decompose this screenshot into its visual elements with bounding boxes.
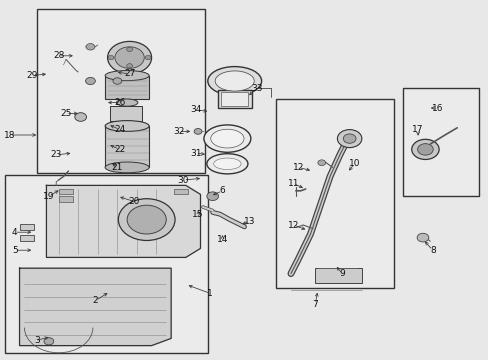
Text: 9: 9 [339, 269, 345, 278]
Text: 19: 19 [43, 192, 55, 201]
Bar [217, 90, 251, 108]
Circle shape [44, 338, 54, 345]
Text: 29: 29 [26, 71, 38, 80]
Ellipse shape [215, 71, 254, 91]
Text: 30: 30 [177, 176, 189, 185]
Circle shape [206, 192, 218, 201]
Circle shape [127, 205, 166, 234]
Circle shape [75, 113, 86, 121]
Text: 3: 3 [34, 336, 40, 345]
Circle shape [86, 44, 95, 50]
FancyBboxPatch shape [276, 99, 393, 288]
Circle shape [411, 139, 438, 159]
Text: 34: 34 [189, 105, 201, 114]
Circle shape [115, 47, 144, 68]
Bar [59, 196, 73, 202]
Circle shape [145, 55, 151, 60]
Ellipse shape [207, 67, 261, 95]
Circle shape [194, 129, 202, 134]
Text: 32: 32 [172, 127, 184, 136]
Polygon shape [20, 268, 171, 346]
Bar [20, 224, 34, 230]
Text: 26: 26 [114, 98, 125, 107]
FancyBboxPatch shape [5, 175, 207, 353]
Circle shape [417, 144, 432, 155]
FancyBboxPatch shape [403, 88, 478, 196]
Text: 8: 8 [429, 246, 435, 255]
Ellipse shape [116, 99, 138, 106]
Text: 10: 10 [348, 159, 360, 168]
Text: 20: 20 [128, 197, 140, 206]
Circle shape [85, 77, 95, 85]
Text: 31: 31 [189, 149, 201, 158]
Text: 28: 28 [53, 51, 64, 60]
Circle shape [317, 160, 325, 166]
Text: 2: 2 [92, 296, 98, 305]
Text: 5: 5 [12, 246, 18, 255]
Text: 4: 4 [12, 228, 18, 237]
Text: 1: 1 [207, 289, 213, 298]
Text: 14: 14 [216, 235, 228, 244]
Circle shape [118, 199, 175, 240]
Text: 7: 7 [312, 300, 318, 309]
Text: 24: 24 [114, 125, 125, 134]
Ellipse shape [203, 125, 250, 152]
Bar [173, 189, 188, 194]
Text: 21: 21 [111, 163, 123, 172]
Text: 22: 22 [114, 145, 125, 154]
Text: 12: 12 [287, 220, 299, 230]
Ellipse shape [105, 162, 149, 173]
Text: 33: 33 [250, 84, 262, 93]
Ellipse shape [206, 154, 247, 174]
Text: 16: 16 [431, 104, 443, 113]
Text: 12: 12 [292, 163, 304, 172]
Ellipse shape [213, 158, 241, 170]
Polygon shape [46, 185, 200, 257]
Circle shape [107, 41, 151, 74]
Bar [105, 126, 149, 167]
Bar [221, 92, 248, 106]
Text: 23: 23 [50, 150, 62, 159]
Bar [315, 268, 361, 283]
Text: 11: 11 [287, 179, 299, 188]
Text: 18: 18 [4, 131, 16, 140]
Circle shape [416, 233, 428, 242]
Text: 17: 17 [411, 125, 423, 134]
Circle shape [126, 47, 132, 51]
Circle shape [108, 55, 114, 60]
Circle shape [126, 64, 132, 68]
Bar [20, 235, 34, 241]
Circle shape [343, 134, 355, 143]
Text: 15: 15 [192, 210, 203, 219]
Text: 27: 27 [123, 69, 135, 78]
Bar [59, 189, 73, 194]
Circle shape [113, 78, 122, 84]
Text: 25: 25 [60, 109, 72, 118]
Ellipse shape [105, 71, 149, 81]
Text: 6: 6 [219, 186, 225, 195]
Ellipse shape [105, 121, 149, 131]
Bar [110, 106, 142, 121]
Bar [105, 76, 149, 99]
Ellipse shape [210, 129, 244, 148]
Circle shape [337, 130, 361, 148]
FancyBboxPatch shape [37, 9, 205, 173]
Text: 13: 13 [243, 217, 255, 226]
